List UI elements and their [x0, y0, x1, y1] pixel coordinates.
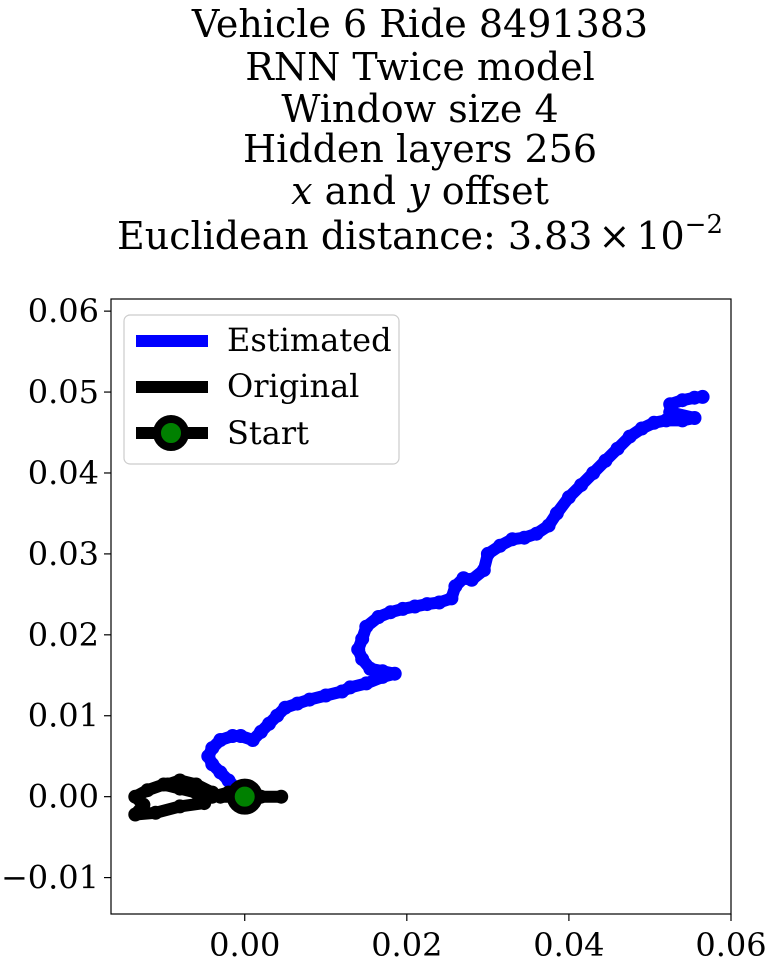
chart-title-line-1: Vehicle 6 Ride 8491383: [191, 2, 648, 46]
y-tick-label: 0.06: [28, 292, 99, 330]
x-tick-label: 0.02: [371, 926, 442, 962]
title-power-exponent: −2: [685, 210, 723, 240]
data-point-original: [128, 807, 143, 822]
data-point-estimated: [610, 441, 625, 456]
x-tick-label: 0.00: [209, 926, 280, 962]
data-point-estimated: [687, 411, 702, 425]
legend-start-label: Start: [227, 414, 309, 452]
x-tick-label: 0.06: [695, 926, 766, 962]
y-tick-label: 0.02: [28, 616, 99, 654]
data-point-estimated: [375, 664, 390, 679]
y-tick-label: 0.03: [28, 535, 99, 573]
legend-original-label: Original: [227, 367, 359, 405]
data-point-estimated: [464, 572, 479, 587]
data-point-estimated: [383, 605, 398, 620]
y-tick-label: 0.04: [28, 454, 99, 492]
data-point-estimated: [480, 546, 495, 561]
data-point-original: [197, 796, 212, 811]
legend: Estimated Original Start: [123, 314, 400, 465]
data-point-estimated: [529, 526, 544, 541]
chart-title-line-3: Window size 4: [281, 87, 558, 131]
data-point-original: [213, 789, 228, 804]
start-layer: [226, 778, 263, 815]
data-point-estimated: [302, 692, 317, 707]
data-point-original: [140, 783, 155, 798]
chart-title: Vehicle 6 Ride 8491383 RNN Twice model W…: [117, 2, 723, 258]
data-point-estimated: [663, 397, 678, 412]
data-point-estimated: [420, 597, 435, 612]
data-point-estimated: [355, 631, 370, 646]
chart-title-line-4: Hidden layers 256: [243, 127, 597, 171]
data-point-original: [197, 785, 212, 800]
data-point-estimated: [444, 591, 459, 606]
y-axis: −0.01 0.00 0.01 0.02 0.03 0.04 0.05 0.06: [1, 292, 111, 897]
chart-title-line-6: Euclidean distance: 3.83 × 10−2: [117, 210, 723, 258]
data-point-estimated: [505, 532, 520, 547]
series-estimated: [201, 389, 710, 804]
plot-frame: [110, 298, 732, 915]
title-offset-word: offset: [430, 169, 549, 213]
data-point-estimated: [598, 453, 613, 468]
data-point-estimated: [647, 415, 661, 430]
data-point-estimated: [233, 729, 248, 743]
data-point-estimated: [634, 421, 649, 436]
series-layer: [128, 389, 710, 822]
data-point-estimated: [371, 610, 386, 624]
data-point-estimated: [318, 688, 333, 703]
data-point-estimated: [359, 676, 374, 691]
data-point-original: [181, 781, 195, 796]
data-point-estimated: [561, 490, 576, 505]
data-point-original: [172, 799, 187, 814]
data-point-estimated: [675, 393, 690, 408]
data-point-estimated: [675, 413, 690, 428]
data-point-estimated: [517, 530, 532, 545]
data-point-estimated: [290, 696, 305, 711]
legend-estimated-label: Estimated: [227, 321, 392, 359]
y-tick-label: 0.01: [28, 697, 99, 735]
data-point-estimated: [363, 661, 378, 676]
title-x-symbol: x: [291, 169, 312, 213]
y-tick-label: −0.01: [1, 859, 99, 897]
title-times-sign: ×: [598, 214, 630, 258]
series-original: [128, 773, 289, 822]
title-y-symbol: y: [406, 169, 430, 213]
start-point-marker: [226, 778, 263, 815]
data-point-estimated: [549, 506, 564, 521]
chart-title-line-2: RNN Twice model: [245, 45, 595, 89]
title-distance-prefix: Euclidean distance: 3.83: [117, 214, 592, 258]
data-point-estimated: [541, 518, 556, 533]
data-point-estimated: [574, 478, 589, 493]
data-point-estimated: [695, 389, 710, 404]
data-point-estimated: [213, 733, 228, 747]
title-and-word: and: [313, 169, 409, 213]
data-point-estimated: [476, 563, 491, 578]
title-power-base: 10: [636, 214, 684, 258]
data-point-estimated: [387, 666, 402, 681]
data-point-estimated: [359, 619, 374, 634]
data-point-estimated: [586, 466, 601, 480]
data-point-estimated: [343, 680, 358, 695]
x-tick-label: 0.04: [533, 926, 604, 962]
data-point-original: [148, 805, 163, 820]
data-point-estimated: [351, 642, 366, 657]
y-tick-label: 0.05: [28, 373, 99, 411]
data-point-estimated: [278, 700, 293, 715]
data-point-estimated: [432, 595, 447, 610]
y-tick-label: 0.00: [28, 778, 99, 816]
x-axis: 0.00 0.02 0.04 0.06: [209, 914, 767, 962]
data-point-estimated: [493, 538, 507, 553]
legend-start-marker: [153, 415, 189, 451]
data-point-original: [274, 789, 289, 804]
data-point-estimated: [622, 429, 637, 444]
data-point-original: [136, 797, 151, 812]
data-point-estimated: [395, 601, 410, 616]
data-point-original: [160, 777, 175, 792]
legend-box: [123, 314, 400, 465]
chart-title-line-5: x and y offset: [291, 169, 549, 213]
data-point-estimated: [407, 599, 422, 614]
